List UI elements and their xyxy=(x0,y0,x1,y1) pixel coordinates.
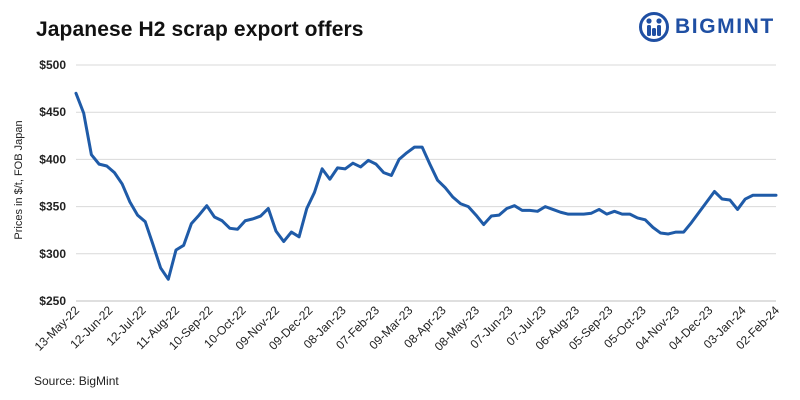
x-tick-labels: 13-May-2212-Jun-2212-Jul-2211-Aug-2210-S… xyxy=(32,303,783,354)
y-tick-label: $300 xyxy=(39,247,66,261)
bigmint-logo: BIGMINT xyxy=(639,10,775,44)
y-axis-label: Prices in $/t, FOB Japan xyxy=(13,120,25,239)
y-tick-label: $400 xyxy=(39,152,66,166)
bigmint-logo-icon xyxy=(639,12,669,42)
y-tick-label: $350 xyxy=(39,200,66,214)
y-tick-label: $450 xyxy=(39,105,66,119)
y-tick-labels: $250 $300 $350 $400 $450 $500 xyxy=(39,58,66,308)
source-note: Source: BigMint xyxy=(34,374,119,388)
chart-title: Japanese H2 scrap export offers xyxy=(36,18,364,41)
y-tick-label: $250 xyxy=(39,294,66,308)
series-line xyxy=(74,91,778,281)
gridlines xyxy=(76,64,776,302)
logo-text: BIGMINT xyxy=(675,15,775,38)
series-group xyxy=(74,91,778,281)
y-tick-label: $500 xyxy=(39,58,66,72)
